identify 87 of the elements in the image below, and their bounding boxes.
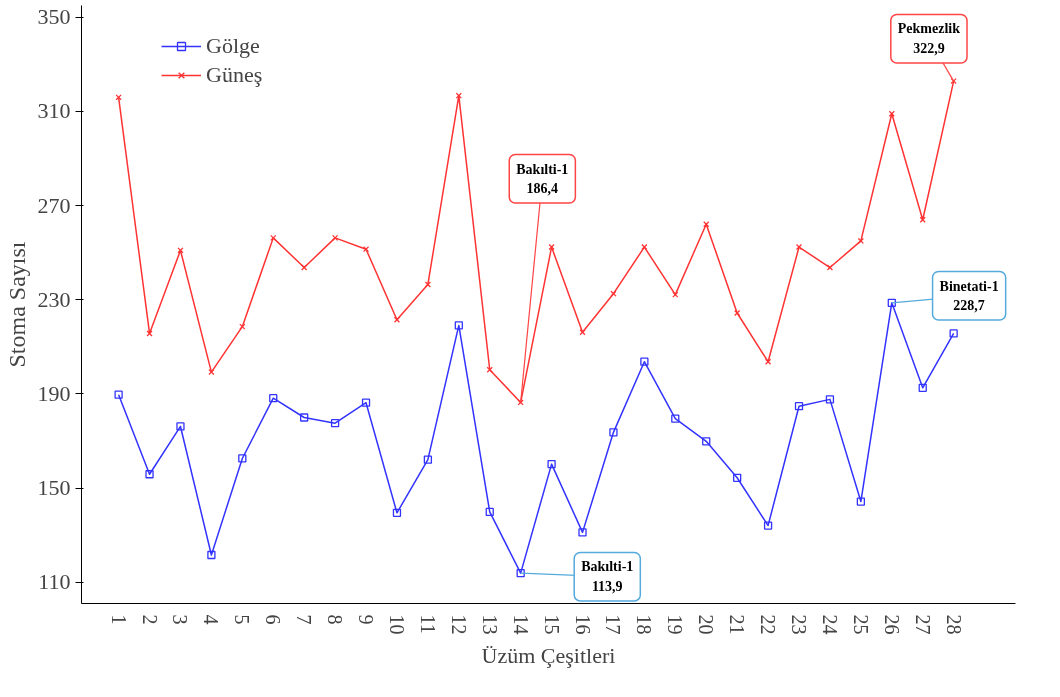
point <box>763 521 773 530</box>
point <box>301 264 308 271</box>
point <box>238 454 247 463</box>
point <box>640 357 649 366</box>
y-tick-label: 110 <box>38 569 71 595</box>
point <box>393 316 401 323</box>
point <box>887 298 896 307</box>
point <box>269 394 278 403</box>
point <box>145 470 154 479</box>
x-tick-label: 6 <box>262 614 285 625</box>
x-tick-label: 15 <box>540 614 563 635</box>
x-tick-label: 20 <box>695 614 718 635</box>
x-tick-label: 17 <box>602 614 625 635</box>
x-tick-label: 28 <box>942 614 965 635</box>
point <box>794 402 804 411</box>
annotation: Bakılti-1 186,4 <box>516 161 569 197</box>
point <box>734 309 741 317</box>
point <box>330 419 340 428</box>
x-tick-label: 7 <box>293 614 316 625</box>
point <box>300 413 309 422</box>
x-axis-title: Üzüm Çeşitleri <box>481 642 616 668</box>
point <box>392 508 402 518</box>
point <box>176 422 185 431</box>
legend-label: Güneş <box>206 62 263 88</box>
x-tick-label: 27 <box>911 614 934 635</box>
x-tick-label: 26 <box>880 614 903 635</box>
x-tick-label: 19 <box>664 614 687 635</box>
x-tick-label: 23 <box>788 614 811 635</box>
annotation: Pekmezlik 322,9 <box>897 21 961 56</box>
point <box>548 243 555 251</box>
point <box>362 246 370 253</box>
y-axis-title: Stoma Sayısı <box>3 241 30 368</box>
point <box>671 414 680 423</box>
annotation: Bakılti-1 113,9 <box>581 559 634 594</box>
x-tick-label: 11 <box>416 614 439 634</box>
point <box>208 368 215 376</box>
y-tick-label: 230 <box>37 286 71 312</box>
point <box>361 398 371 407</box>
point <box>672 291 679 298</box>
x-tick-label: 25 <box>849 614 872 635</box>
y-tick-label: 270 <box>37 192 71 218</box>
x-tick-label: 24 <box>818 614 841 635</box>
x-tick-label: 22 <box>757 614 780 635</box>
point <box>424 281 432 288</box>
point <box>207 550 216 560</box>
x-tick-label: 13 <box>478 614 501 635</box>
point <box>578 528 587 537</box>
point <box>641 243 648 251</box>
point <box>826 264 834 271</box>
x-tick-label: 14 <box>509 614 532 635</box>
x-tick-label: 21 <box>726 614 749 635</box>
x-tick-label: 18 <box>633 614 656 635</box>
point <box>114 390 123 399</box>
x-tick-label: 9 <box>355 614 378 625</box>
x-tick-label: 10 <box>385 614 408 635</box>
point <box>918 383 927 392</box>
point <box>702 437 711 446</box>
point <box>733 473 742 482</box>
x-tick-label: 3 <box>169 614 192 625</box>
legend-label: Gölge <box>206 33 260 59</box>
x-tick-label: 2 <box>138 614 161 625</box>
point <box>579 329 586 336</box>
point <box>270 234 277 241</box>
y-tick-label: 350 <box>37 4 71 30</box>
point <box>177 247 184 254</box>
y-tick-label: 310 <box>37 98 71 124</box>
x-tick-label: 12 <box>447 614 470 635</box>
point <box>485 507 494 517</box>
y-tick-label: 190 <box>37 380 71 406</box>
point <box>764 358 772 365</box>
point <box>949 329 958 338</box>
annotation: Binetati-1 228,7 <box>939 278 999 314</box>
point <box>454 321 463 330</box>
x-tick-label: 16 <box>571 614 594 635</box>
point <box>856 497 866 506</box>
point <box>423 455 433 464</box>
x-tick-label: 5 <box>231 614 254 625</box>
point <box>455 92 462 99</box>
y-tick-label: 150 <box>37 475 71 501</box>
point <box>547 459 556 469</box>
point <box>825 395 835 404</box>
x-tick-label: 1 <box>107 614 130 625</box>
point <box>609 428 618 437</box>
x-tick-label: 4 <box>200 614 223 625</box>
x-tick-label: 8 <box>324 614 347 625</box>
point <box>610 290 617 297</box>
point <box>516 568 525 578</box>
